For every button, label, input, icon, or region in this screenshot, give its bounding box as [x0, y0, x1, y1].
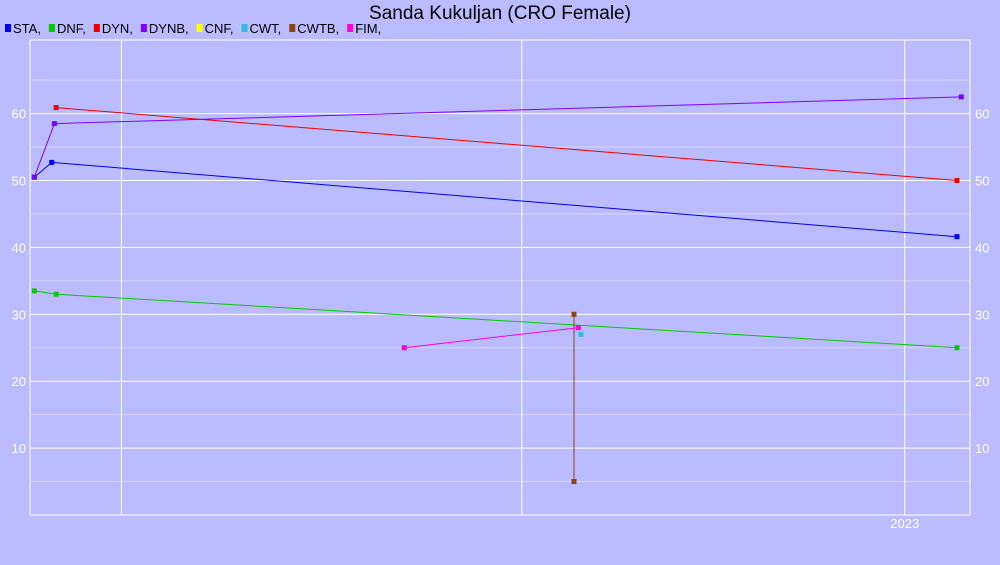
grid: [30, 40, 970, 515]
y-tick-label-left-40: 40: [12, 240, 26, 255]
data-point-fim: [401, 345, 407, 351]
legend-swatch-dnf: [48, 24, 55, 32]
legend-label-dyn: DYN,: [102, 21, 133, 36]
series-line-sta: [34, 161, 957, 238]
y-tick-label-left-20: 20: [12, 374, 26, 389]
plot-frame: [29, 39, 971, 516]
legend-label-cwtb: CWTB,: [297, 21, 339, 36]
data-point-dyn: [954, 177, 960, 183]
data-point-sta: [49, 159, 55, 165]
legend-label-cwt: CWT,: [250, 21, 282, 36]
data-point-dyn: [53, 105, 59, 111]
data-point-dnf: [53, 291, 59, 297]
legend-label-sta: STA,: [13, 21, 41, 36]
legend-label-dnf: DNF,: [57, 21, 86, 36]
y-tick-label-right-20: 20: [975, 374, 989, 389]
legend-swatch-cwtb: [289, 24, 296, 32]
data-point-dynb: [51, 121, 57, 127]
y-tick-label-right-30: 30: [975, 307, 989, 322]
data-point-dynb: [31, 174, 37, 180]
legend-swatch-dynb: [140, 24, 147, 32]
y-tick-label-left-30: 30: [12, 307, 26, 322]
data-point-cwtb: [571, 311, 577, 317]
y-tick-label-right-50: 50: [975, 173, 989, 188]
series-line-dnf: [34, 290, 957, 349]
y-tick-label-left-50: 50: [12, 173, 26, 188]
legend-swatch-cwt: [241, 24, 248, 32]
series-line-dynb: [33, 96, 962, 178]
legend-swatch-cnf: [196, 24, 203, 32]
y-tick-label-left-60: 60: [12, 107, 26, 122]
legend-label-fim: FIM,: [355, 21, 381, 36]
legend: STA, DNF, DYN, DYNB, CNF, CWT, CWTB, FIM,: [5, 21, 381, 36]
axes: 10 10 20 20 30 30 40 40 50 50 60 60 2023: [12, 107, 990, 531]
legend-swatch-dyn: [93, 24, 100, 32]
series-line-fim: [404, 327, 579, 349]
y-tick-label-right-40: 40: [975, 240, 989, 255]
series-layer: [31, 94, 964, 485]
y-tick-label-left-10: 10: [12, 441, 26, 456]
data-point-cwt: [578, 331, 584, 337]
legend-swatch-sta: [5, 24, 11, 32]
chart-title: Sanda Kukuljan (CRO Female): [369, 3, 631, 24]
data-point-dnf: [31, 288, 37, 294]
y-tick-label-right-60: 60: [975, 107, 989, 122]
legend-label-dynb: DYNB,: [149, 21, 189, 36]
data-point-cwtb: [571, 479, 577, 485]
legend-swatch-fim: [347, 24, 354, 32]
series-line-dyn: [56, 107, 957, 181]
data-point-dynb: [958, 94, 964, 100]
data-point-sta: [954, 234, 960, 240]
data-point-dnf: [954, 345, 960, 351]
y-tick-label-right-10: 10: [975, 441, 989, 456]
x-tick-label-2023: 2023: [890, 516, 919, 531]
legend-label-cnf: CNF,: [205, 21, 234, 36]
data-point-fim: [575, 325, 581, 331]
